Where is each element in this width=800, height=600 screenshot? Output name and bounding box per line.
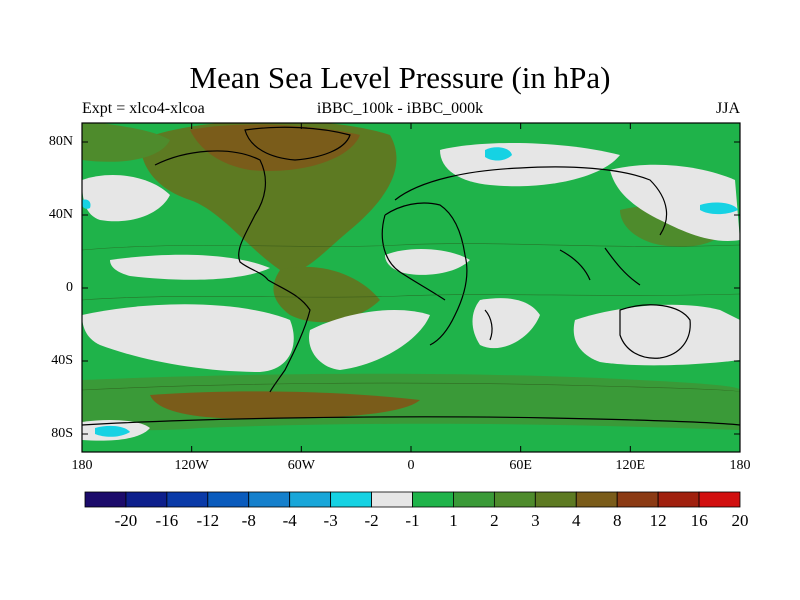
colorbar-swatch — [248, 491, 291, 508]
colorbar-swatch — [166, 491, 209, 508]
lat-label-40n: 40N — [48, 207, 73, 222]
south-atlantic-grey — [309, 310, 430, 370]
colorbar-label: 2 — [490, 511, 499, 530]
colorbar-swatch — [207, 491, 250, 508]
colorbar-swatch — [698, 491, 741, 508]
lon-label-60w: 60W — [287, 458, 315, 473]
colorbar-label: -1 — [405, 511, 420, 530]
colorbar-label: -3 — [323, 511, 338, 530]
colorbar-label: -20 — [114, 511, 138, 530]
colorbar-swatch — [453, 491, 495, 508]
colorbar-label: -8 — [241, 511, 256, 530]
colorbar-swatch — [125, 491, 168, 508]
lon-label-120e: 120E — [615, 458, 646, 473]
south-pacific-grey — [82, 304, 294, 372]
colorbar-label: -2 — [364, 511, 379, 530]
siberia-grey — [610, 164, 740, 241]
colorbar-label: 4 — [572, 511, 581, 530]
coastlines — [82, 126, 740, 426]
colorbar-swatch — [289, 491, 332, 508]
lon-label-0: 0 — [407, 458, 415, 473]
antarctic-negative — [95, 425, 130, 437]
colorbar-label: 16 — [690, 511, 708, 530]
lon-label-180-west: 180 — [71, 458, 93, 473]
colorbar-label: 3 — [531, 511, 540, 530]
contour-lines — [82, 243, 740, 393]
colorbar-swatch — [84, 491, 127, 508]
colorbar-swatch — [575, 491, 618, 508]
north-atlantic-high — [140, 123, 397, 273]
colorbar-swatch — [534, 491, 577, 508]
east-indian-grey — [573, 304, 740, 366]
colorbar-label: -16 — [155, 511, 179, 530]
colorbar-swatch — [412, 491, 454, 508]
colorbar-label: 8 — [612, 511, 622, 530]
lon-label-180-east: 180 — [729, 458, 751, 473]
colorbar — [84, 491, 741, 508]
colorbar-swatch — [330, 491, 372, 508]
comparison-label: iBBC_100k - iBBC_000k — [316, 100, 484, 117]
colorbar-label: 1 — [449, 511, 458, 530]
colorbar-swatch — [493, 491, 536, 508]
colorbar-label: -4 — [282, 511, 297, 530]
colorbar-label: 20 — [731, 511, 749, 530]
contour-field — [82, 123, 740, 452]
experiment-label: Expt = xlco4-xlcoa — [82, 100, 205, 117]
west-negative — [82, 199, 91, 209]
map-title: Mean Sea Level Pressure (in hPa) — [189, 60, 611, 95]
lat-label-0: 0 — [66, 280, 73, 295]
north-africa-grey — [385, 248, 470, 275]
colorbar-swatch — [371, 491, 413, 508]
indian-ocean-grey — [472, 298, 540, 349]
lat-label-80n: 80N — [48, 134, 73, 149]
tropical-atlantic-olive — [273, 266, 380, 323]
arctic-brown — [190, 124, 360, 171]
southern-ocean-brown — [150, 391, 420, 419]
season-label: JJA — [715, 100, 740, 117]
pacific-negative — [700, 202, 738, 215]
lon-label-120w: 120W — [174, 458, 209, 473]
lon-label-60e: 60E — [509, 458, 532, 473]
arctic-negative — [485, 147, 512, 161]
axis-ticks — [81, 123, 741, 452]
colorbar-swatch — [657, 491, 700, 508]
colorbar-label: 12 — [649, 511, 667, 530]
colorbar-swatch — [616, 491, 659, 508]
lat-label-40s: 40S — [51, 353, 73, 368]
north-pacific-grey — [82, 175, 170, 222]
north-pacific-olive — [82, 123, 170, 162]
tropical-pacific-grey — [110, 254, 270, 280]
colorbar-label: -12 — [196, 511, 220, 530]
lat-label-80s: 80S — [51, 426, 73, 441]
